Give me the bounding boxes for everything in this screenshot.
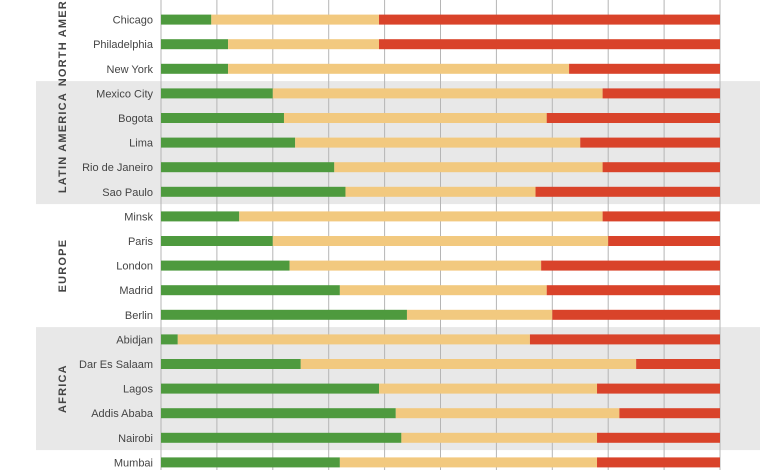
city-label: Bogota <box>118 113 154 125</box>
bar-segment-2 <box>401 432 598 443</box>
bar-segment-1 <box>161 359 301 369</box>
bar-segment-1 <box>161 162 335 173</box>
bar-segment-1 <box>161 457 340 468</box>
city-label: Lima <box>129 138 154 150</box>
bar-segment-1 <box>161 137 296 148</box>
city-label: Chicago <box>113 15 153 27</box>
region-label: LATIN AMERICA <box>57 92 69 193</box>
bar-segment-3 <box>546 285 720 296</box>
bar-segment-2 <box>406 309 553 320</box>
bars <box>161 14 720 468</box>
bar-segment-1 <box>161 236 273 246</box>
bar-segment-2 <box>334 162 603 173</box>
bar-segment-3 <box>529 334 720 345</box>
bar-segment-3 <box>636 359 720 369</box>
region-label: AFRICA <box>57 364 69 413</box>
region-label: EUROPE <box>57 239 69 293</box>
bar-segment-3 <box>597 432 720 443</box>
bar-segment-1 <box>161 432 402 443</box>
bar-segment-1 <box>161 113 284 123</box>
bar-segment-1 <box>161 334 178 345</box>
bar-segment-2 <box>239 211 603 222</box>
city-label: Abidjan <box>116 334 153 346</box>
bar-segment-3 <box>546 113 720 123</box>
bar-segment-1 <box>161 285 340 296</box>
bar-segment-2 <box>228 63 570 74</box>
bar-segment-2 <box>295 137 581 148</box>
city-label: Sao Paulo <box>102 187 153 199</box>
bar-segment-1 <box>161 383 380 394</box>
bar-segment-3 <box>541 260 720 271</box>
city-label: Mexico City <box>96 88 153 100</box>
bar-segment-1 <box>161 88 273 99</box>
bar-segment-1 <box>161 14 212 25</box>
city-label: Nairobi <box>118 433 153 445</box>
bar-segment-2 <box>289 260 542 271</box>
city-labels: Chicago Philadelphia New York Mexico City Bo… <box>79 15 154 470</box>
city-label: Paris <box>128 236 154 248</box>
bar-segment-3 <box>379 39 720 50</box>
bar-segment-2 <box>300 359 637 369</box>
bar-segment-2 <box>272 236 609 246</box>
bar-segment-2 <box>379 383 598 394</box>
bar-segment-1 <box>161 186 346 197</box>
bar-segment-1 <box>161 63 229 74</box>
bar-segment-2 <box>339 457 598 468</box>
bar-segment-1 <box>161 260 290 271</box>
bar-segment-3 <box>619 408 720 419</box>
city-label: Madrid <box>119 285 153 297</box>
bar-segment-1 <box>161 309 407 320</box>
bar-segment-3 <box>608 236 720 246</box>
bar-segment-2 <box>339 285 547 296</box>
bar-segment-3 <box>379 14 720 25</box>
city-label: Dar Es Salaam <box>79 359 153 371</box>
bar-segment-3 <box>569 63 720 74</box>
city-label: Rio de Janeiro <box>82 162 153 174</box>
region-label: NORTH AMERICA <box>57 0 69 86</box>
bar-segment-2 <box>395 408 620 419</box>
city-label: New York <box>107 64 154 76</box>
bar-segment-3 <box>552 309 720 320</box>
city-label: Philadelphia <box>93 39 154 51</box>
bar-segment-2 <box>211 14 380 25</box>
bar-segment-2 <box>272 88 603 99</box>
city-label: Lagos <box>123 384 153 396</box>
bar-segment-1 <box>161 211 240 222</box>
bar-segment-3 <box>602 211 720 222</box>
bar-segment-3 <box>597 383 720 394</box>
city-label: Berlin <box>125 310 153 322</box>
bar-segment-2 <box>228 39 380 50</box>
city-label: London <box>116 261 153 273</box>
bar-segment-2 <box>177 334 530 345</box>
bar-segment-3 <box>602 162 720 173</box>
bar-segment-2 <box>283 113 547 123</box>
bar-segment-3 <box>535 186 720 197</box>
city-label: Mumbai <box>114 457 153 469</box>
bar-segment-3 <box>580 137 720 148</box>
bar-segment-2 <box>345 186 536 197</box>
bar-segment-1 <box>161 39 229 50</box>
bar-segment-3 <box>602 88 720 99</box>
city-label: Minsk <box>124 211 153 223</box>
bar-segment-1 <box>161 408 396 419</box>
city-label: Addis Ababa <box>91 408 154 420</box>
bar-segment-3 <box>597 457 720 468</box>
region-labels: NORTH AMERICA LATIN AMERICA EUROPE AFRICA <box>57 0 69 413</box>
